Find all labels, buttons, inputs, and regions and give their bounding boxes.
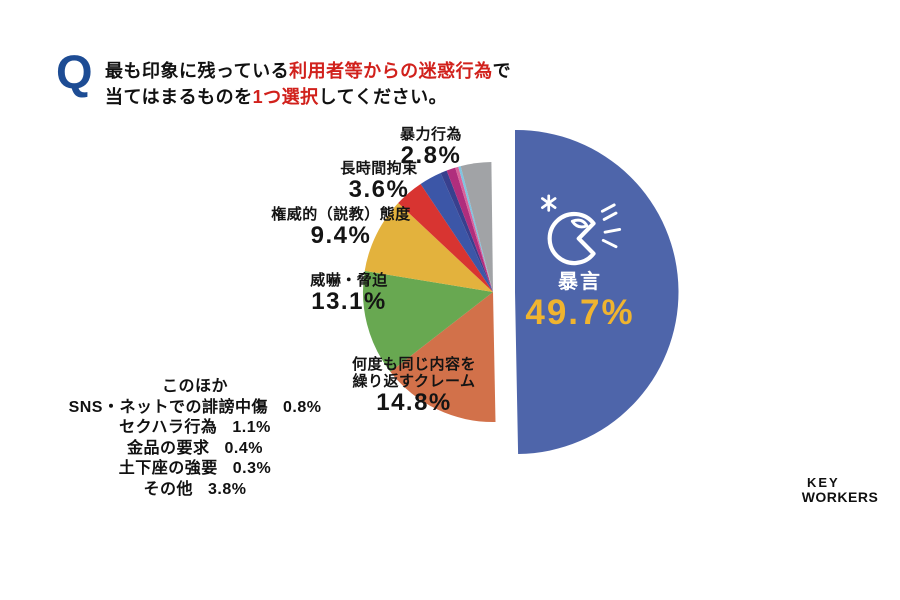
pie-slice-verbal-abuse [515,129,679,455]
others-item-name: 金品の要求 [127,439,210,457]
title-segment-highlight: 1つ選択 [252,87,319,107]
pie-slice-sexual-harassment [446,167,493,292]
question-line-1: 最も印象に残っている利用者等からの迷惑行為で [105,58,511,84]
slice-name: 長時間拘束 [340,160,418,177]
title-segment-highlight: 利用者等からの迷惑行為 [289,61,493,81]
slice-label-verbal-abuse: 暴言 49.7% [480,270,680,331]
pie-slice-long-restraint [398,184,493,292]
others-item-percent: 3.8% [208,480,247,498]
slice-percent: 3.6% [348,176,410,203]
question-mark: Q [56,45,93,98]
others-item-percent: 0.4% [224,439,263,457]
pie-slice-forced-dogeza [458,166,493,292]
angry-face-icon [541,194,622,266]
others-item-percent: 0.3% [232,460,272,477]
others-item-percent: 1.1% [232,419,271,436]
slice-percent: 2.8% [400,142,462,169]
question-title: 最も印象に残っている利用者等からの迷惑行為で 当てはまるものを1つ選択してくださ… [105,58,511,110]
slice-percent: 49.7% [525,293,635,332]
others-item-name: SNS・ネットでの誹謗中傷 [68,398,268,416]
slice-percent: 14.8% [376,389,452,416]
slice-name: 威嚇・脅迫 [310,272,388,289]
slice-percent: 13.1% [311,288,387,315]
pie-slice-other [460,162,493,292]
title-segment: 最も印象に残っている [105,61,290,81]
others-item: セクハラ行為 1.1% [40,418,350,439]
pie-slice-violence [420,173,493,292]
others-item: SNS・ネットでの誹謗中傷 0.8% [40,398,350,419]
slice-label-long-restraint: 長時間拘束 3.6% [279,160,479,202]
logo-line-1: KEY [807,475,840,490]
title-segment: で [492,61,512,81]
slice-label-violence: 暴力行為 2.8% [331,126,531,168]
logo-line-2: WORKERS [801,489,879,505]
slice-name: 何度も同じ内容を [351,356,476,373]
slice-label-intimidation: 威嚇・脅迫 13.1% [249,272,449,314]
title-segment: してください。 [318,87,448,107]
others-item: その他 3.8% [40,480,350,501]
question-line-2: 当てはまるものを1つ選択してください。 [105,84,511,110]
slice-name: 暴力行為 [399,126,462,143]
keyworkers-logo: KEY WORKERS [798,476,882,505]
others-item-name: その他 [143,480,194,498]
pie-slice-demand-money [455,166,493,292]
others-heading: このほか [161,378,228,395]
pie-slice-sns-defamation [440,170,493,292]
title-segment: 当てはまるものを [105,87,253,107]
slice-label-repeated-claims: 何度も同じ内容を 繰り返すクレーム 14.8% [314,356,514,415]
others-item-percent: 0.8% [282,398,322,416]
others-legend: このほか SNS・ネットでの誹謗中傷 0.8% セクハラ行為 1.1% 金品の要求 0… [40,377,350,500]
slice-percent: 9.4% [310,222,372,249]
others-item: 土下座の強要 0.3% [40,459,350,480]
others-item: 金品の要求 0.4% [40,439,350,460]
slice-label-preachy-attitude: 権威的（説教）態度 9.4% [241,206,441,248]
pie-slice-preachy-attitude [364,203,493,292]
slice-name: 権威的（説教）態度 [271,206,411,223]
others-item-name: セクハラ行為 [119,419,218,436]
pie-slice-intimidation [362,270,493,372]
others-item-name: 土下座の強要 [118,460,218,477]
pie-slice-repeated-claims [390,292,496,423]
slice-name: 繰り返すクレーム [352,373,476,390]
slice-name: 暴言 [558,271,602,293]
